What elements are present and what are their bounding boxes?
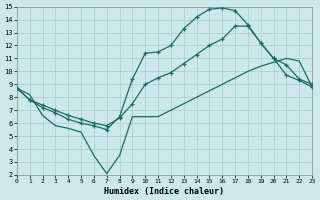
X-axis label: Humidex (Indice chaleur): Humidex (Indice chaleur)	[104, 187, 224, 196]
